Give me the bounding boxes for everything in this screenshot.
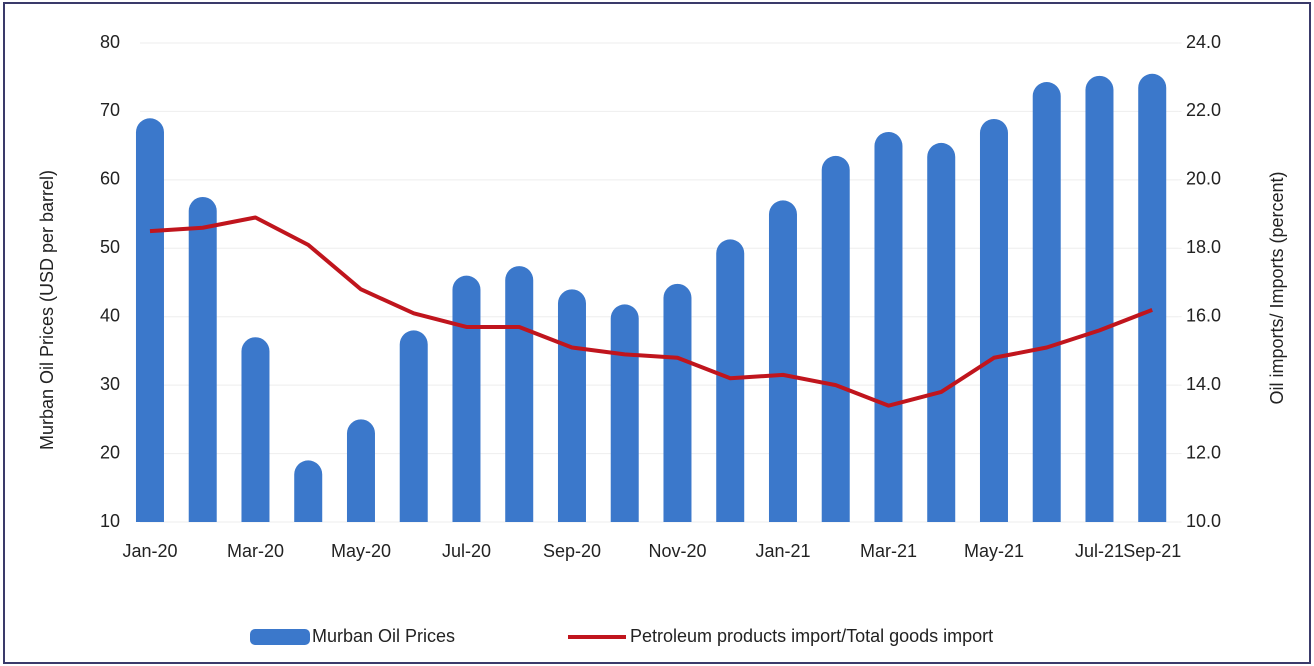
bar	[452, 275, 481, 522]
bar	[821, 155, 850, 522]
y2-tick-label: 14.0	[1186, 374, 1221, 394]
y2-tick-label: 22.0	[1186, 100, 1221, 120]
bar	[505, 266, 534, 522]
bar	[768, 200, 797, 522]
bar	[135, 118, 164, 522]
legend-swatch	[250, 629, 310, 645]
y-tick-label: 40	[100, 305, 120, 325]
x-tick-label: Jan-20	[122, 541, 177, 561]
y2-tick-label: 18.0	[1186, 237, 1221, 257]
bar	[399, 330, 428, 522]
y-tick-label: 30	[100, 374, 120, 394]
bar	[610, 304, 639, 522]
bar	[1032, 82, 1061, 522]
bar	[927, 142, 956, 522]
x-tick-label: Nov-20	[648, 541, 706, 561]
y-axis-title: Murban Oil Prices (USD per barrel)	[37, 170, 57, 450]
x-tick-label: May-21	[964, 541, 1024, 561]
y-tick-label: 10	[100, 511, 120, 531]
y-tick-label: 20	[100, 442, 120, 462]
bar	[241, 337, 270, 522]
x-tick-label: Jul-21	[1075, 541, 1124, 561]
bar	[663, 283, 692, 522]
bar	[979, 118, 1008, 523]
bar	[557, 289, 586, 522]
bar	[1138, 73, 1167, 523]
x-tick-label: May-20	[331, 541, 391, 561]
bar	[346, 419, 375, 522]
x-tick-label: Jan-21	[755, 541, 810, 561]
y2-axis-title: Oil imports/ Imports (percent)	[1267, 171, 1287, 404]
frame	[3, 2, 1311, 664]
y2-tick-label: 12.0	[1186, 442, 1221, 462]
y-tick-label: 60	[100, 169, 120, 189]
y-tick-label: 80	[100, 32, 120, 52]
y-tick-label: 50	[100, 237, 120, 257]
bar	[294, 460, 323, 522]
y2-tick-label: 24.0	[1186, 32, 1221, 52]
bar	[874, 131, 903, 522]
y2-tick-label: 16.0	[1186, 305, 1221, 325]
bar	[716, 239, 745, 522]
x-tick-label: Jul-20	[442, 541, 491, 561]
bar	[1085, 75, 1114, 523]
legend-label: Murban Oil Prices	[312, 626, 455, 646]
y2-tick-label: 20.0	[1186, 169, 1221, 189]
x-tick-label: Sep-20	[543, 541, 601, 561]
line	[149, 215, 1153, 408]
bar	[188, 196, 217, 522]
y2-tick-label: 10.0	[1186, 511, 1221, 531]
x-tick-label: Mar-21	[860, 541, 917, 561]
legend-label: Petroleum products import/Total goods im…	[630, 626, 993, 646]
y-tick-label: 70	[100, 100, 120, 120]
x-tick-label: Mar-20	[227, 541, 284, 561]
x-tick-label: Sep-21	[1123, 541, 1181, 561]
